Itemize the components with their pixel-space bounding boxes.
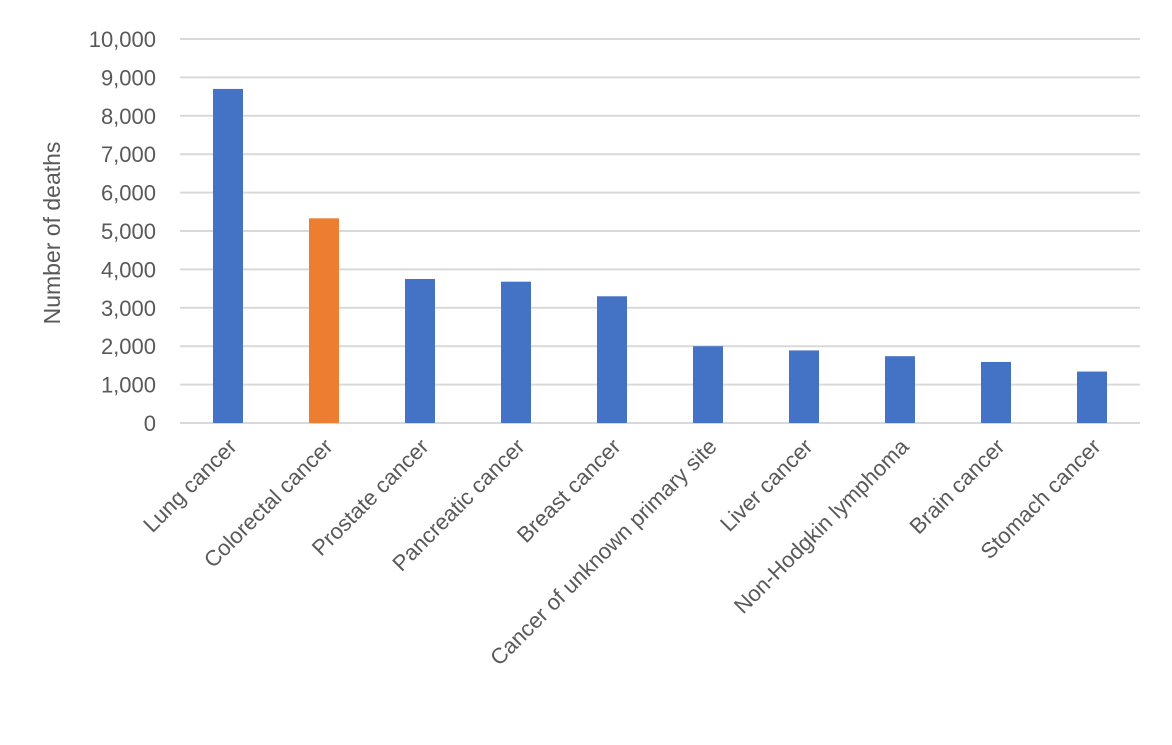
y-tick-label: 4,000 [101, 257, 156, 282]
bar [405, 279, 435, 423]
bar [981, 361, 1011, 423]
bar [309, 218, 339, 423]
bar [1077, 371, 1107, 423]
bar [597, 296, 627, 423]
x-category-label: Non-Hodgkin lymphoma [729, 433, 914, 618]
y-tick-label: 2,000 [101, 334, 156, 359]
x-category-label: Brain cancer [905, 434, 1010, 539]
bar [213, 88, 243, 424]
y-tick-label: 1,000 [101, 373, 156, 398]
bar [789, 350, 819, 423]
x-category-label: Lung cancer [138, 434, 241, 537]
y-tick-label: 0 [144, 411, 156, 436]
y-tick-label: 10,000 [89, 27, 156, 52]
y-tick-label: 9,000 [101, 65, 156, 90]
bar [885, 356, 915, 423]
y-tick-label: 8,000 [101, 104, 156, 129]
gridlines [180, 38, 1140, 424]
bar [501, 281, 531, 423]
x-category-label: Liver cancer [715, 434, 817, 536]
y-axis-title: Number of deaths [39, 142, 65, 325]
y-tick-label: 7,000 [101, 142, 156, 167]
y-tick-label: 5,000 [101, 219, 156, 244]
bar [693, 346, 723, 423]
bars [213, 88, 1107, 424]
y-axis-ticks: 0 1,000 2,000 3,000 4,000 5,000 6,000 7,000 8,00… [89, 27, 156, 436]
y-tick-label: 3,000 [101, 296, 156, 321]
y-tick-label: 6,000 [101, 181, 156, 206]
